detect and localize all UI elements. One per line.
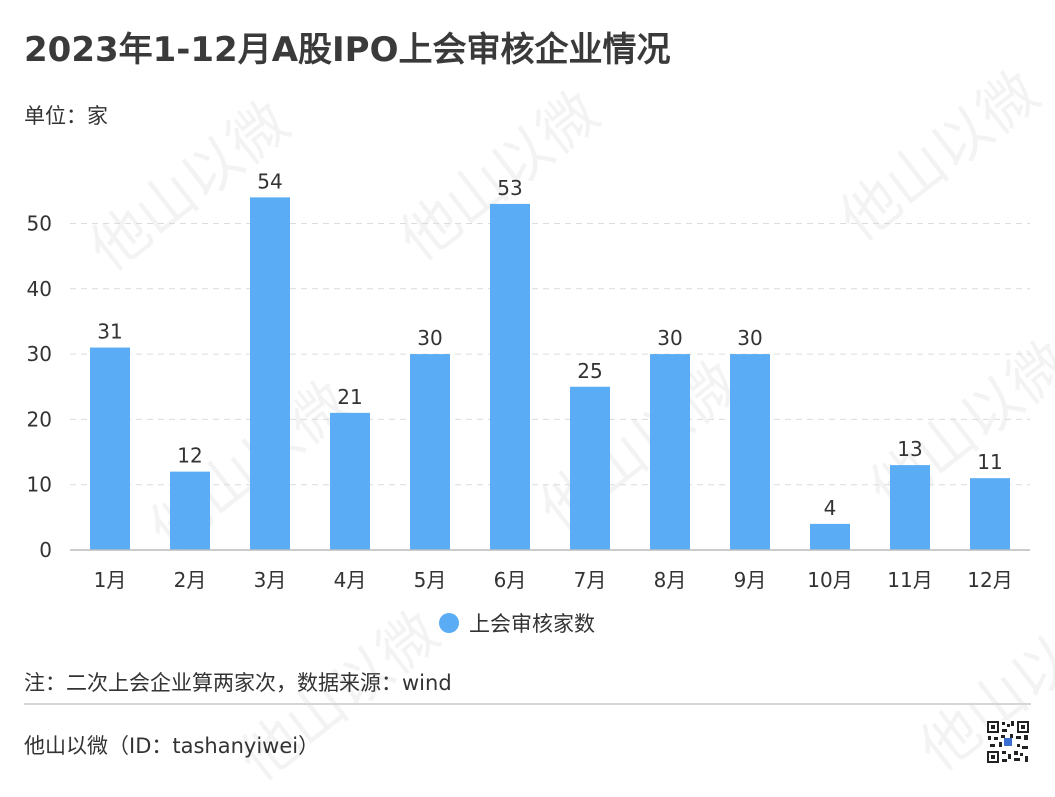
- y-tick-label: 20: [27, 407, 52, 431]
- bar: [570, 386, 610, 550]
- x-tick-label: 7月: [574, 568, 607, 592]
- legend-swatch: [439, 613, 459, 633]
- x-tick-label: 4月: [334, 568, 367, 592]
- gridlines: [70, 223, 1030, 486]
- x-tick-label: 12月: [967, 568, 1012, 592]
- data-label: 25: [577, 359, 602, 383]
- unit-label: 单位：家: [24, 104, 108, 128]
- bar: [490, 203, 530, 550]
- bar: [890, 465, 930, 550]
- data-label: 13: [897, 437, 922, 461]
- data-label: 53: [497, 176, 522, 200]
- bar: [330, 412, 370, 550]
- y-axis-tick-labels: 0 10 20 30 40 50: [27, 212, 52, 563]
- x-tick-label: 8月: [654, 568, 687, 592]
- bars: [90, 197, 1010, 550]
- bar: [90, 347, 130, 550]
- x-tick-label: 5月: [414, 568, 447, 592]
- data-label: 30: [657, 326, 682, 350]
- x-tick-label: 1月: [94, 568, 127, 592]
- y-tick-label: 30: [27, 342, 52, 366]
- x-axis-tick-labels: 1月 2月 3月 4月 5月 6月 7月 8月 9月 10月 11月 12月: [94, 568, 1013, 592]
- x-tick-label: 2月: [174, 568, 207, 592]
- source-note: 注：二次上会企业算两家次，数据来源：wind: [24, 671, 452, 695]
- y-tick-label: 10: [27, 473, 52, 497]
- x-tick-label: 11月: [887, 568, 932, 592]
- bar: [810, 523, 850, 550]
- bar: [730, 354, 770, 550]
- footer-divider: [24, 703, 1031, 705]
- bar: [170, 471, 210, 550]
- data-labels: 31 12 54 21 30 53 25 30 30 4 13 11: [97, 169, 1002, 520]
- x-tick-label: 10月: [807, 568, 852, 592]
- x-tick-label: 9月: [734, 568, 767, 592]
- data-label: 30: [417, 326, 442, 350]
- bar: [410, 354, 450, 550]
- data-label: 11: [977, 450, 1002, 474]
- data-label: 12: [177, 444, 202, 468]
- bar-chart: 0 10 20 30 40 50 31 12 54 21 30 53 25 30 30 4 13 11 1月 2月…: [27, 169, 1030, 636]
- qr-code-icon: [986, 720, 1030, 764]
- legend: 上会审核家数: [439, 612, 595, 636]
- legend-label: 上会审核家数: [469, 612, 595, 636]
- bar: [970, 478, 1010, 550]
- y-tick-label: 0: [39, 538, 52, 562]
- data-label: 31: [97, 320, 122, 344]
- bar: [250, 197, 290, 550]
- data-label: 21: [337, 385, 362, 409]
- y-tick-label: 50: [27, 212, 52, 236]
- data-label: 4: [824, 496, 837, 520]
- x-tick-label: 3月: [254, 568, 287, 592]
- y-tick-label: 40: [27, 277, 52, 301]
- data-label: 54: [257, 169, 282, 193]
- x-tick-label: 6月: [494, 568, 527, 592]
- chart-title: 2023年1-12月A股IPO上会审核企业情况: [24, 30, 671, 70]
- footer-account: 他山以微（ID：tashanyiwei）: [24, 734, 320, 758]
- data-label: 30: [737, 326, 762, 350]
- bar: [650, 354, 690, 550]
